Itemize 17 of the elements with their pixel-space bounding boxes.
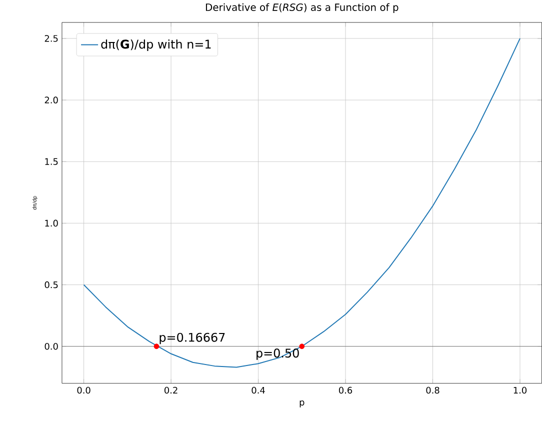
x-tick-label: 0.8 — [426, 386, 440, 394]
x-tick-label: 0.0 — [77, 386, 90, 394]
y-tick-label: 2.0 — [44, 96, 58, 104]
annotation: p=0.16667 — [160, 332, 225, 344]
chart-title: Derivative of E(RSG) as a Function of p — [206, 3, 398, 13]
legend-label: dπ(G)/dp with n=1 — [101, 39, 211, 51]
y-tick-label: 0.0 — [44, 342, 58, 350]
x-tick-label: 0.2 — [164, 386, 178, 394]
x-tick-label: 1.0 — [514, 386, 527, 394]
y-tick-label: 2.5 — [44, 34, 58, 42]
line-series — [83, 38, 520, 368]
y-tick-label: 1.0 — [45, 220, 58, 226]
x-tick-label: 0.4 — [252, 386, 265, 394]
y-tick-label: 0.5 — [44, 281, 58, 288]
x-tick-label: 0.6 — [338, 386, 352, 394]
y-tick-label: 1.5 — [45, 158, 58, 165]
x-axis-title: p — [300, 400, 304, 408]
